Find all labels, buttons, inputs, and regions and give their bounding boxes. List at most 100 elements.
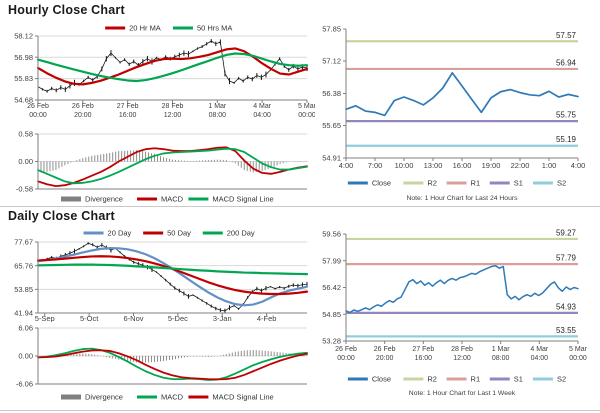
legend-item-close: Close [347,179,391,188]
legend-item-200-day: 200 Day [202,229,255,238]
legend-item-r2: R2 [403,179,437,188]
hourly-pivot-chart: 57.57 56.94 55.75 55.19 57.85 57.12 56.38 55.65… [318,8,600,207]
legend-item-s1: S1 [489,179,523,188]
svg-text:7:00: 7:00 [368,161,383,170]
svg-text:22:00: 22:00 [511,161,530,170]
ref-line-s2: 53.55 [346,326,578,338]
svg-text:4:00: 4:00 [339,161,354,170]
hourly-price-chart: 58.12 56.98 55.83 54.68 26 Feb 00:00 26 Feb 20:… [0,20,316,124]
svg-text:6-Nov: 6-Nov [123,314,143,322]
svg-text:54.85: 54.85 [322,310,341,319]
svg-text:S1: S1 [514,179,523,188]
legend-item-macd-signal-line: MACD Signal Line [188,393,274,402]
legend-item-20-hr-ma: 20 Hr MA [105,24,161,33]
legend-item-50-hrs-ma: 50 Hrs MA [172,24,232,33]
y-ticks: 6.06 0.00 -6.06 [16,324,38,389]
axes [37,36,307,101]
svg-text:41.94: 41.94 [14,309,33,318]
legend-item-macd: MACD [137,393,184,402]
svg-text:4-Feb: 4-Feb [257,314,277,322]
svg-text:57.12: 57.12 [322,57,341,66]
svg-text:R2: R2 [427,179,437,188]
svg-text:28 Feb: 28 Feb [451,346,473,353]
legend-item-divergence: Divergence [61,195,123,204]
svg-text:50 Day: 50 Day [167,229,191,238]
svg-text:56.98: 56.98 [14,53,33,62]
x-ticks: 4:00 7:00 10:00 13:00 16:00 19:00 22:00 1:00 4:0… [339,158,586,170]
svg-text:16:00: 16:00 [453,161,472,170]
y-ticks: 58.12 56.98 55.83 54.68 [14,32,38,105]
svg-text:0.58: 0.58 [18,130,33,139]
legend: 20 Day 50 Day 200 Day [83,229,255,238]
svg-text:5-Oct: 5-Oct [80,314,99,322]
svg-text:20 Day: 20 Day [108,229,132,238]
ref-line-r2: 57.57 [346,31,578,43]
svg-text:27 Feb: 27 Feb [412,346,434,353]
svg-text:27 Feb: 27 Feb [117,103,139,110]
hourly-macd-chart: 0.58 0.00 -0.58 Divergence MACD MACD Signal L… [0,128,315,206]
svg-text:13:00: 13:00 [424,161,443,170]
svg-text:5 Mar: 5 Mar [569,346,588,353]
svg-text:20:00: 20:00 [376,355,394,362]
ref-line-s2: 55.19 [346,135,578,147]
svg-text:4:00: 4:00 [571,161,586,170]
chart-note: Note: 1 Hour Chart for Last 24 Hours [406,195,518,202]
legend-item-macd-signal-line: MACD Signal Line [188,195,274,204]
svg-text:54.91: 54.91 [322,154,341,163]
svg-text:12:00: 12:00 [164,112,182,119]
hourly-macd-svg: 0.58 0.00 -0.58 Divergence MACD MACD Signal L… [16,130,308,204]
section-divider-top [0,206,600,207]
series-macd-signal-line [37,349,308,381]
x-ticks: 26 Feb 00:00 26 Feb 20:00 27 Feb 16:00 28 Feb 1… [335,341,588,362]
series-macd [37,347,308,381]
ref-label-r2: 59.27 [556,228,577,237]
svg-text:20:00: 20:00 [74,112,92,119]
svg-text:MACD Signal Line: MACD Signal Line [212,393,273,402]
gridlines [38,35,307,80]
svg-text:57.99: 57.99 [322,256,341,265]
svg-text:28 Feb: 28 Feb [162,103,184,110]
legend-item-close: Close [347,375,391,384]
legend-item-r1: R1 [446,375,480,384]
svg-text:56.42: 56.42 [322,283,341,292]
svg-text:53.85: 53.85 [14,285,33,294]
legend-item-divergence: Divergence [61,393,123,402]
legend-item-r1: R1 [446,179,480,188]
svg-text:00:00: 00:00 [298,112,315,119]
svg-text:Close: Close [372,375,391,384]
svg-text:00:00: 00:00 [29,112,47,119]
svg-text:6.06: 6.06 [18,324,33,333]
axes [37,242,307,314]
svg-text:S2: S2 [557,375,566,384]
y-ticks: 57.85 57.12 56.38 55.65 54.91 [322,25,346,163]
svg-text:MACD: MACD [161,195,184,204]
svg-text:65.76: 65.76 [14,261,33,270]
svg-text:50 Hrs MA: 50 Hrs MA [197,24,232,33]
legend-item-r2: R2 [403,375,437,384]
ref-line-r1: 56.94 [346,58,578,71]
legend: Close R2 R1 S1 S2 [347,179,566,188]
svg-text:-0.58: -0.58 [16,185,33,194]
daily-price-chart: 77.67 65.76 53.85 41.94 5-Sep 5-Oct 6-Nov 5-Dec… [0,226,315,323]
svg-text:S2: S2 [557,179,566,188]
daily-macd-svg: 6.06 0.00 -6.06 Divergence MACD MACD Signal L… [16,324,308,402]
svg-text:26 Feb: 26 Feb [335,346,357,353]
hourly-pivot-svg: 57.57 56.94 55.75 55.19 57.85 57.12 56.38 55.65… [322,25,586,202]
svg-text:55.83: 55.83 [14,74,33,83]
svg-text:4 Mar: 4 Mar [530,346,549,353]
daily-macd-chart: 6.06 0.00 -6.06 Divergence MACD MACD Signal L… [0,322,315,413]
ref-line-r2: 59.27 [346,228,578,241]
ref-label-s1: 54.93 [556,302,577,311]
svg-text:MACD: MACD [161,393,184,402]
daily-price-svg: 77.67 65.76 53.85 41.945-Sep 5-Oct 6-Nov 5-Dec… [14,229,309,323]
series-close [345,264,579,314]
legend-item-20-day: 20 Day [83,229,132,238]
svg-text:00:00: 00:00 [337,355,355,362]
svg-text:57.85: 57.85 [322,25,341,34]
daily-pivot-chart: 59.27 57.79 54.93 53.55 59.56 57.99 56.42 54.85… [318,216,600,413]
svg-text:S1: S1 [514,375,523,384]
y-ticks: 77.67 65.76 53.85 41.94 [14,238,38,318]
legend: Close R2 R1 S1 S2 [347,375,566,384]
daily-chart-title: Daily Close Chart [8,209,115,223]
